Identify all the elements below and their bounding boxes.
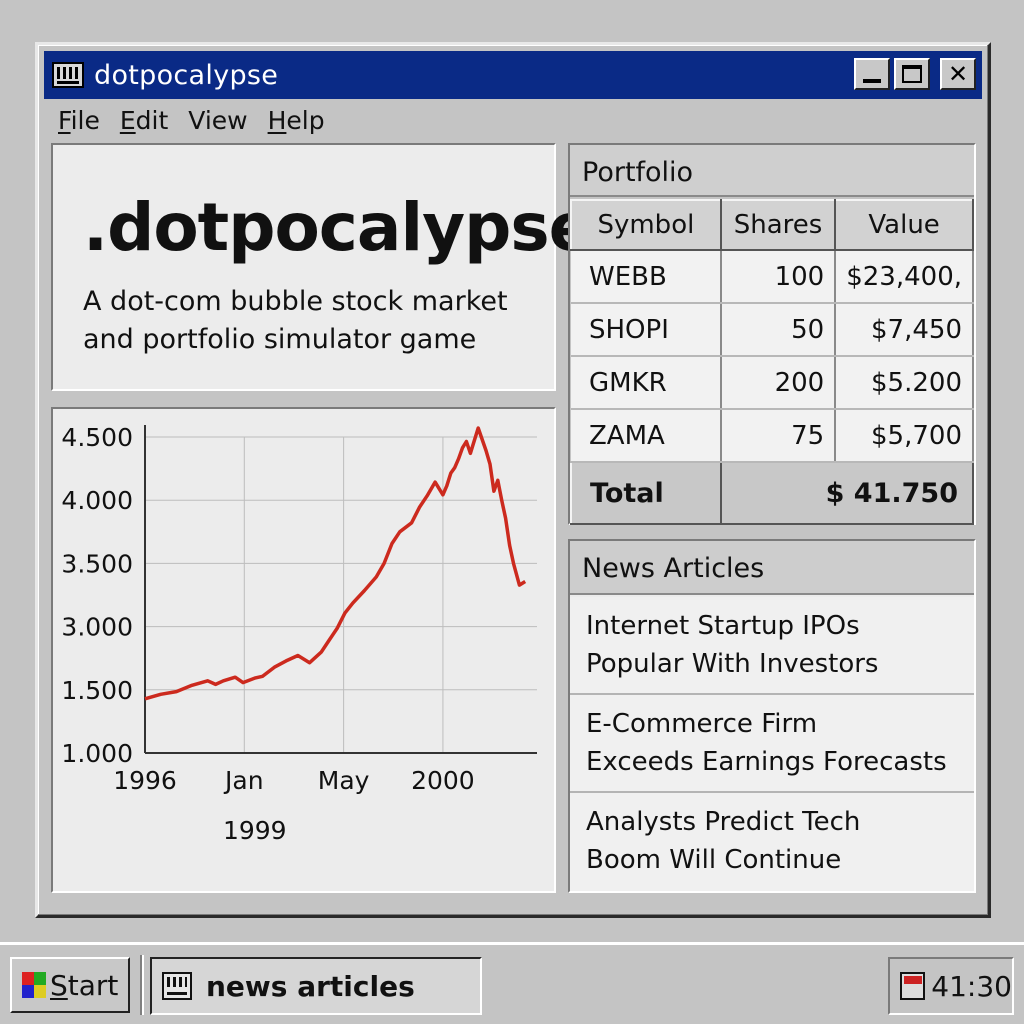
minimize-button[interactable] <box>854 58 890 90</box>
hero-panel: .dotpocalypse A dot-com bubble stock mar… <box>51 143 593 391</box>
menu-file-mnemonic: F <box>58 106 71 135</box>
portfolio-header: Portfolio <box>570 145 974 197</box>
total-label: Total <box>570 461 722 525</box>
x-tick-label: 2000 <box>411 766 475 795</box>
y-tick-label: 3.000 <box>61 613 133 642</box>
minimize-icon <box>863 79 881 83</box>
portfolio-table: Symbol Shares Value WEBB 100 $23,400, SH… <box>570 199 975 525</box>
news-headline-line2: Boom Will Continue <box>586 845 842 875</box>
x-sub-label: 1999 <box>223 816 287 845</box>
start-mnemonic: S <box>50 968 68 1002</box>
main-window: dotpocalypse ✕ File Edit View Help .dotp… <box>35 42 991 918</box>
cell-symbol: WEBB <box>571 250 722 304</box>
news-headline-line1: Analysts Predict Tech <box>586 807 861 837</box>
news-headline-line1: E-Commerce Firm <box>586 709 818 739</box>
y-tick-label: 1.000 <box>61 739 133 768</box>
app-window-icon <box>162 972 192 1000</box>
x-tick-label: 1996 <box>113 766 177 795</box>
game-title: .dotpocalypse <box>83 189 593 266</box>
maximize-button[interactable] <box>894 58 930 90</box>
y-tick-label: 1.500 <box>61 676 133 705</box>
taskbar-separator <box>140 955 144 1015</box>
cell-shares: 100 <box>720 250 837 304</box>
menu-bar: File Edit View Help <box>52 103 339 139</box>
menu-view-label: View <box>188 106 248 135</box>
cell-value: $23,400, <box>835 250 974 304</box>
portfolio-panel: Portfolio Symbol Shares Value WEBB 100 $… <box>568 143 976 525</box>
y-tick-label: 4.000 <box>61 486 133 515</box>
news-headline-line2: Popular With Investors <box>586 649 879 679</box>
cell-value: $7,450 <box>835 303 974 357</box>
menu-help[interactable]: Help <box>262 103 339 139</box>
x-tick-label: May <box>318 766 370 795</box>
total-row: Total $ 41.750 <box>570 461 975 525</box>
cell-symbol: ZAMA <box>571 409 722 463</box>
clock[interactable]: 41:30 <box>931 969 1012 1003</box>
menu-file-label: ile <box>70 106 100 135</box>
total-value: $ 41.750 <box>719 461 975 525</box>
column-symbol[interactable]: Symbol <box>570 199 722 251</box>
start-label: tart <box>67 968 119 1002</box>
price-line <box>144 426 527 701</box>
system-tray: 41:30 <box>888 957 1014 1015</box>
cell-symbol: SHOPI <box>571 303 722 357</box>
news-header: News Articles <box>570 541 974 595</box>
column-value[interactable]: Value <box>834 199 974 251</box>
cell-value: $5.200 <box>835 356 974 410</box>
taskbar-window-label: news articles <box>206 969 415 1003</box>
table-header-row: Symbol Shares Value <box>570 199 974 251</box>
maximize-icon <box>902 65 922 83</box>
y-tick-label: 3.500 <box>61 549 133 578</box>
close-button[interactable]: ✕ <box>940 58 976 90</box>
windows-logo-icon <box>22 972 46 998</box>
menu-help-mnemonic: H <box>267 106 287 135</box>
column-shares[interactable]: Shares <box>719 199 837 251</box>
menu-file[interactable]: File <box>52 103 114 139</box>
news-item[interactable]: Internet Startup IPOs Popular With Inves… <box>570 597 974 695</box>
news-headline-line2: Exceeds Earnings Forecasts <box>586 747 947 777</box>
cell-value: $5,700 <box>835 409 974 463</box>
market-chart-panel: 4.500 4.000 3.500 3.000 1.500 1.000 1996 Jan May… <box>51 407 556 893</box>
news-headline-line1: Internet Startup IPOs <box>586 611 860 641</box>
menu-view[interactable]: View <box>182 103 261 139</box>
cell-shares: 50 <box>720 303 837 357</box>
cell-shares: 200 <box>720 356 837 410</box>
close-icon: ✕ <box>947 60 969 88</box>
cell-shares: 75 <box>720 409 837 463</box>
menu-edit-label: dit <box>135 106 169 135</box>
y-tick-label: 4.500 <box>61 423 133 452</box>
tray-app-icon[interactable] <box>900 972 926 1000</box>
news-item[interactable]: Analysts Predict Tech Boom Will Continue <box>570 793 974 891</box>
taskbar-window-button[interactable]: news articles <box>150 957 482 1015</box>
menu-edit[interactable]: Edit <box>114 103 182 139</box>
news-panel: News Articles Internet Startup IPOs Popu… <box>568 539 976 893</box>
menu-edit-mnemonic: E <box>119 106 136 135</box>
menu-help-label: elp <box>286 106 325 135</box>
table-row[interactable]: GMKR 200 $5.200 <box>571 356 974 410</box>
table-row[interactable]: ZAMA 75 $5,700 <box>571 409 974 463</box>
table-row[interactable]: SHOPI 50 $7,450 <box>571 303 974 357</box>
news-item[interactable]: E-Commerce Firm Exceeds Earnings Forecas… <box>570 695 974 793</box>
game-subtitle: A dot-com bubble stock market and portfo… <box>83 286 508 355</box>
title-bar[interactable]: dotpocalypse ✕ <box>44 51 982 99</box>
window-title: dotpocalypse <box>94 59 279 91</box>
cell-symbol: GMKR <box>571 356 722 410</box>
table-row[interactable]: WEBB 100 $23,400, <box>571 250 974 304</box>
app-icon[interactable] <box>52 62 84 88</box>
window-controls: ✕ <box>854 58 976 90</box>
x-tick-label: Jan <box>223 766 264 795</box>
